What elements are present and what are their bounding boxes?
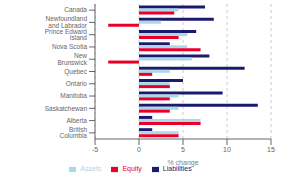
html-text:Equity: Equity xyxy=(122,165,142,172)
svg-text:BritishColumbia: BritishColumbia xyxy=(60,126,88,140)
html-text:and Labrador: and Labrador xyxy=(48,22,87,29)
html-text:Newfoundland: Newfoundland xyxy=(45,15,87,23)
svg-text:10: 10 xyxy=(223,146,231,153)
svg-text:Saskatchewan: Saskatchewan xyxy=(45,105,88,112)
svg-text:Prince EdwardIsland: Prince EdwardIsland xyxy=(45,28,88,42)
svg-text:15: 15 xyxy=(267,146,273,153)
svg-text:5: 5 xyxy=(181,146,185,153)
svg-text:-5: -5 xyxy=(92,146,98,153)
svg-text:Ontario: Ontario xyxy=(66,80,88,87)
svg-text:Quebec: Quebec xyxy=(64,68,88,76)
svg-text:Manitoba: Manitoba xyxy=(60,92,87,99)
svg-text:Canada: Canada xyxy=(64,6,87,13)
html-text:Liabilities: Liabilities xyxy=(162,165,192,172)
svg-text:% change: % change xyxy=(167,159,198,167)
svg-text:NewBrunswick: NewBrunswick xyxy=(57,52,87,66)
svg-text:0: 0 xyxy=(137,146,141,153)
svg-text:Alberta: Alberta xyxy=(66,117,87,124)
html-text:Assets: Assets xyxy=(80,165,102,172)
svg-text:Nova Scotia: Nova Scotia xyxy=(52,43,87,50)
